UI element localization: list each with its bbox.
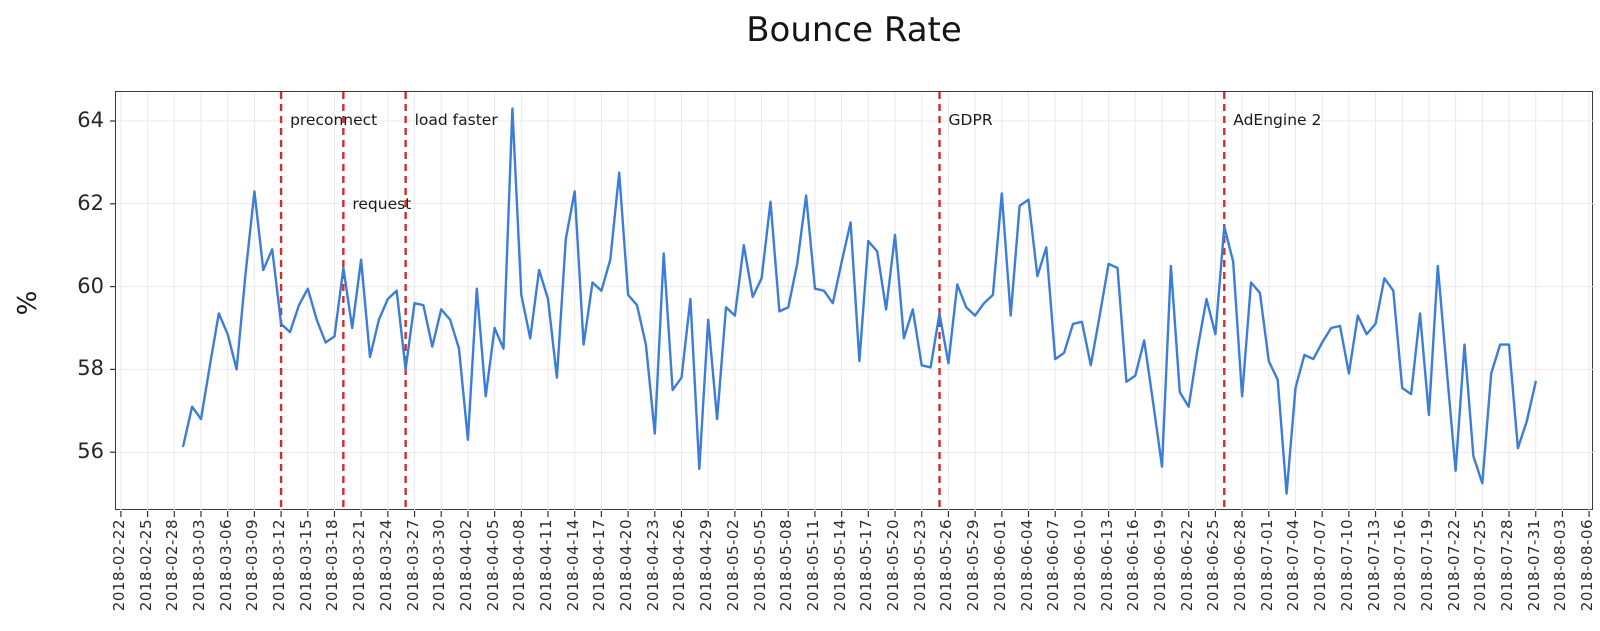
x-tick-label: 2018-04-23 [643,519,662,612]
x-tick-label: 2018-08-06 [1578,519,1597,612]
x-tick-label: 2018-04-11 [537,519,555,612]
x-tick-label: 2018-02-25 [136,519,155,612]
x-tick-label: 2018-04-05 [483,519,502,612]
x-tick-label: 2018-07-31 [1524,519,1543,612]
x-tick-label: 2018-07-28 [1498,519,1517,612]
x-tick-label: 2018-05-11 [803,519,822,612]
x-tick-label: 2018-05-23 [910,519,929,612]
x-tick-label: 2018-06-07 [1044,519,1063,612]
x-tick-label: 2018-07-16 [1391,519,1410,612]
x-tick-label: 2018-07-13 [1364,519,1383,612]
x-tick-label: 2018-06-22 [1177,519,1196,612]
x-tick-label: 2018-07-07 [1311,519,1330,612]
x-tick-label: 2018-03-21 [350,519,369,612]
x-tick-label: 2018-06-25 [1204,519,1223,612]
x-tick-label: 2018-03-06 [216,519,235,612]
x-tick-label: 2018-06-19 [1150,519,1169,612]
x-tick-label: 2018-07-25 [1471,519,1490,612]
event-label-gdpr: GDPR [949,111,993,129]
x-tick-label: 2018-07-04 [1284,519,1303,612]
event-label-preconnect: preconnect [290,111,377,129]
x-tick-label: 2018-03-24 [376,519,395,612]
event-label-request: request [352,195,411,213]
x-tick-label: 2018-03-27 [403,519,422,612]
event-label-adengine-2: AdEngine 2 [1233,111,1321,129]
x-tick-label: 2018-05-05 [750,519,769,612]
y-axis-label: % [13,290,43,316]
x-tick-label: 2018-06-04 [1017,519,1036,612]
x-tick-label: 2018-03-12 [270,519,289,612]
x-tick-label: 2018-02-22 [109,519,128,612]
x-tick-label: 2018-04-02 [456,519,475,612]
plot-area: preconnect request load faster GDPR AdEngine… [110,91,1594,517]
x-tick-label: 2018-03-18 [323,519,342,612]
x-tick-label: 2018-04-29 [697,519,716,612]
y-tick-label: 56 [77,439,104,464]
x-tick-label: 2018-03-09 [243,519,262,612]
x-tick-label: 2018-04-14 [563,519,582,612]
x-tick-label: 2018-05-26 [937,519,956,612]
x-tick-label: 2018-05-02 [723,519,742,612]
chart-title: Bounce Rate [746,10,962,50]
x-tick-label: 2018-03-03 [189,519,208,612]
x-tick-label: 2018-07-19 [1417,519,1436,612]
y-tick-label: 62 [77,190,104,215]
x-tick-label: 2018-06-01 [990,519,1009,612]
x-tick-label: 2018-08-03 [1551,519,1570,612]
y-tick-label: 58 [77,356,104,381]
x-tick-label: 2018-04-17 [590,519,609,612]
x-tick-label: 2018-07-10 [1337,519,1356,612]
x-tick-label: 2018-05-17 [857,519,876,612]
x-tick-label: 2018-04-20 [617,519,636,612]
x-tick-label: 2018-05-20 [884,519,903,612]
y-tick-label: 64 [77,107,104,132]
x-tick-label: 2018-07-01 [1257,519,1276,612]
x-tick-label: 2018-05-14 [830,519,849,612]
x-tick-label: 2018-03-30 [430,519,449,612]
x-tick-label: 2018-05-29 [964,519,983,612]
y-tick-label: 60 [77,273,104,298]
chart-canvas: preconnect request load faster GDPR AdEngine… [110,92,1594,517]
x-tick-label: 2018-05-08 [777,519,796,612]
x-tick-label: 2018-06-13 [1097,519,1116,612]
series-bounce-rate [181,107,1537,495]
x-tick-label: 2018-03-15 [296,519,315,612]
x-tick-label: 2018-06-10 [1070,519,1089,612]
x-tick-label: 2018-02-28 [163,519,182,612]
x-tick-label: 2018-06-28 [1231,519,1250,612]
x-tick-label: 2018-04-08 [510,519,529,612]
x-tick-label: 2018-06-16 [1124,519,1143,612]
event-label-load-faster: load faster [415,111,499,129]
x-tick-label: 2018-04-26 [670,519,689,612]
x-tick-label: 2018-07-22 [1444,519,1463,612]
